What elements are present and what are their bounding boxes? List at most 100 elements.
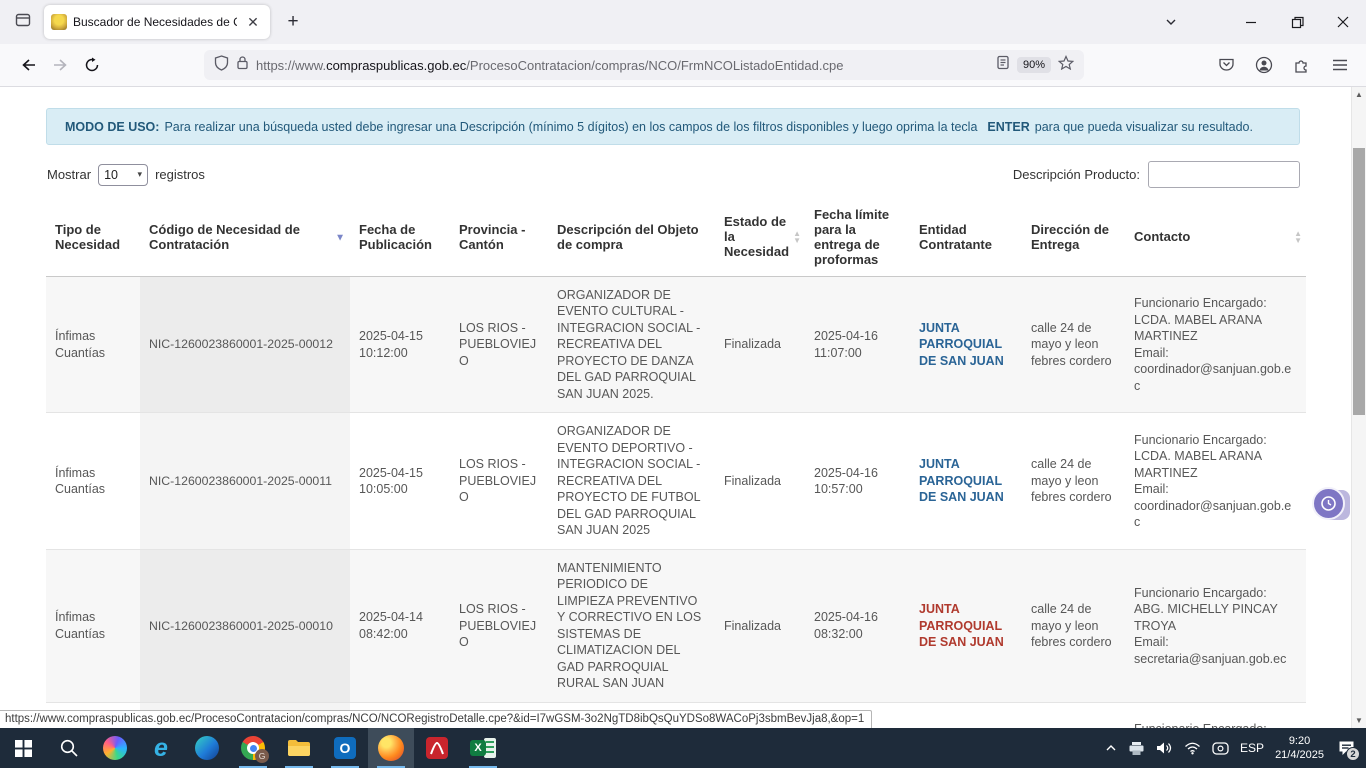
lock-icon[interactable] (236, 55, 249, 75)
account-icon[interactable] (1248, 49, 1280, 81)
cell-contacto: Funcionario Encargado: LCDA. MABEL ARANA… (1125, 276, 1306, 414)
cell-entidad-contratante: JUNTA PARROQUIAL DE SAN JUAN (910, 702, 1022, 728)
column-header[interactable]: Descripción del Objeto de compra (548, 200, 715, 277)
clock-date: 21/4/2025 (1275, 749, 1324, 761)
search-icon (60, 739, 78, 757)
extensions-puzzle-icon[interactable] (1286, 49, 1318, 81)
banner-label: MODO DE USO: (65, 119, 160, 134)
tray-expand-chevron-icon[interactable] (1105, 743, 1117, 753)
taskbar-copilot-button[interactable] (92, 728, 138, 768)
records-label: registros (155, 167, 205, 182)
column-header[interactable]: Fecha límite para la entrega de proforma… (805, 200, 910, 277)
column-header[interactable]: Fecha de Publicación (350, 200, 450, 277)
url-bar[interactable]: https://www.compraspublicas.gob.ec/Proce… (204, 50, 1084, 80)
scrollbar-thumb[interactable] (1353, 148, 1365, 415)
restore-button[interactable] (1274, 0, 1320, 44)
taskbar-acrobat-button[interactable] (414, 728, 460, 768)
page-size-select[interactable]: 10 ▾ (98, 163, 149, 186)
column-header[interactable]: Estado de la Necesidad ▲ ▼ (715, 200, 805, 277)
windows-taskbar: e G O X (0, 728, 1366, 768)
cell-codigo-necesidad: NIC-1260023860001-2025-00010 (140, 549, 350, 703)
start-button[interactable] (0, 728, 46, 768)
filter-label: Descripción Producto: (1012, 167, 1140, 182)
status-bar-link-url: https://www.compraspublicas.gob.ec/Proce… (0, 710, 873, 728)
reader-view-icon[interactable] (996, 55, 1010, 75)
browser-tab[interactable]: Buscador de Necesidades de Co ✕ (44, 5, 270, 39)
language-indicator[interactable]: ESP (1240, 741, 1265, 755)
tab-favicon-icon (51, 14, 67, 30)
cell-direccion-entrega: calle 24 de mayo y leon febres cordero (1022, 549, 1125, 703)
taskbar-excel-button[interactable]: X (460, 728, 506, 768)
firefox-view-button[interactable] (8, 7, 38, 37)
scroll-down-arrow-icon[interactable]: ▼ (1355, 716, 1363, 725)
cell-direccion-entrega: calle 24 de mayo y leon febres cordero (1022, 276, 1125, 414)
shield-icon[interactable] (214, 54, 229, 76)
notifications-button[interactable]: 2 (1335, 738, 1360, 761)
pocket-icon[interactable] (1210, 49, 1242, 81)
page-size-control: Mostrar 10 ▾ registros (47, 163, 205, 186)
notifications-icon (1339, 741, 1353, 755)
cell-codigo-necesidad: NIC-1260023860001-2025-00011 (140, 412, 350, 550)
printer-icon[interactable] (1128, 741, 1145, 756)
table-header-row: Tipo de Necesidad Código de Necesidad de … (46, 200, 1306, 277)
bookmark-star-icon[interactable] (1057, 55, 1075, 75)
taskbar-internet-explorer-button[interactable]: e (138, 728, 184, 768)
taskbar-search-button[interactable] (46, 728, 92, 768)
results-table: Tipo de Necesidad Código de Necesidad de … (46, 200, 1306, 728)
cell-descripcion-objeto: ORGANIZADOR DE EVENTO DEPORTIVO - INTEGR… (548, 412, 715, 550)
cell-contacto: Funcionario Encargado: ABG. MICHELLY PIN… (1125, 549, 1306, 703)
taskbar-firefox-button[interactable] (368, 728, 414, 768)
banner-enter-key: ENTER (987, 119, 1030, 134)
tab-close-icon[interactable]: ✕ (247, 13, 259, 30)
column-header[interactable]: Provincia - Cantón (450, 200, 548, 277)
url-path: /ProcesoContratacion/compras/NCO/FrmNCOL… (466, 57, 844, 73)
entidad-contratante-link[interactable]: JUNTA PARROQUIAL DE SAN JUAN (919, 457, 1004, 505)
close-window-button[interactable] (1320, 0, 1366, 44)
outlook-icon: O (334, 737, 356, 759)
cell-provincia-canton: LOS RIOS - PUEBLOVIEJO (450, 276, 548, 414)
banner-text: Para realizar una búsqueda usted debe in… (164, 119, 978, 134)
cell-descripcion-objeto: MANTENIMIENTO PERIODICO DE LIMPIEZA PREV… (548, 549, 715, 703)
zoom-level-chip[interactable]: 90% (1016, 57, 1051, 73)
vertical-scrollbar[interactable]: ▲ ▼ (1351, 87, 1366, 728)
taskbar-edge-button[interactable] (184, 728, 230, 768)
clock-time: 9:20 (1288, 734, 1311, 747)
column-header[interactable]: Contacto ▲ ▼ (1125, 200, 1306, 277)
sort-both-icon: ▲ ▼ (793, 229, 801, 245)
url-text[interactable]: https://www.compraspublicas.gob.ec/Proce… (256, 58, 989, 73)
url-prefix: https://www. (256, 57, 327, 73)
taskbar-outlook-button[interactable]: O (322, 728, 368, 768)
entidad-contratante-link[interactable]: JUNTA PARROQUIAL DE SAN JUAN (919, 320, 1004, 368)
column-header[interactable]: Dirección de Entrega (1022, 200, 1125, 277)
usage-instructions-banner: MODO DE USO: Para realizar una búsqueda … (46, 108, 1300, 145)
minimize-button[interactable] (1228, 0, 1274, 44)
page-size-value: 10 (104, 167, 118, 182)
volume-icon[interactable] (1156, 741, 1173, 755)
column-header[interactable]: Entidad Contratante (910, 200, 1022, 277)
column-header[interactable]: Tipo de Necesidad (46, 200, 140, 277)
floating-timer-widget[interactable] (1312, 487, 1350, 523)
meet-now-icon[interactable] (1212, 741, 1229, 755)
internet-explorer-icon: e (154, 733, 168, 762)
list-tabs-chevron-icon[interactable] (1154, 5, 1188, 39)
taskbar-chrome-button[interactable]: G (230, 728, 276, 768)
taskbar-file-explorer-button[interactable] (276, 728, 322, 768)
cell-fecha-publicacion: 2025-04-14 08:42:00 (350, 549, 450, 703)
wifi-icon[interactable] (1184, 742, 1201, 755)
entidad-contratante-link[interactable]: JUNTA PARROQUIAL DE SAN JUAN (919, 602, 1004, 649)
forward-button[interactable] (44, 49, 76, 81)
cell-fecha-limite: 2025-04-16 10:57:00 (805, 412, 910, 550)
new-tab-button[interactable]: + (287, 11, 299, 32)
back-button[interactable] (12, 49, 44, 81)
clock-datetime[interactable]: 9:20 21/4/2025 (1275, 734, 1324, 763)
scroll-up-arrow-icon[interactable]: ▲ (1355, 90, 1363, 99)
cell-contacto: Funcionario Encargado: LCDA. MABEL ARANA… (1125, 412, 1306, 550)
product-description-input[interactable] (1148, 161, 1300, 188)
menu-hamburger-icon[interactable] (1324, 49, 1356, 81)
system-tray: ESP 9:20 21/4/2025 2 (1105, 734, 1366, 763)
reload-button[interactable] (76, 49, 108, 81)
column-header[interactable]: Código de Necesidad de Contratación ▼ (140, 200, 350, 277)
product-filter-control: Descripción Producto: (1013, 161, 1300, 188)
